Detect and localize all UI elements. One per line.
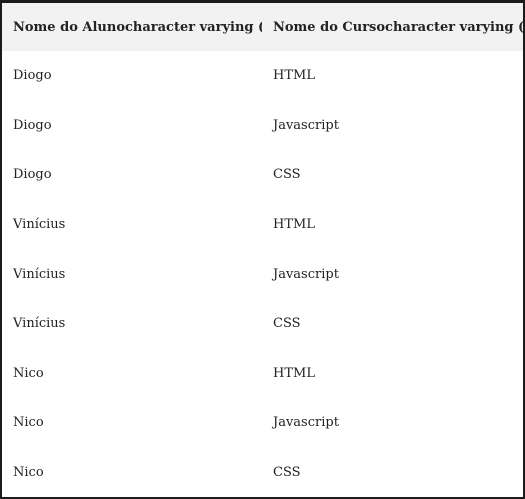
results-panel: Nome do Alunocharacter varying (255) Nom…: [2, 3, 523, 497]
table-row[interactable]: Nico HTML: [2, 349, 523, 399]
cell-aluno: Vinícius: [13, 266, 66, 282]
cell-aluno: Diogo: [13, 167, 52, 183]
table-header: Nome do Alunocharacter varying (255) Nom…: [2, 3, 523, 51]
cell-curso: HTML: [273, 365, 315, 381]
cell-aluno: Diogo: [13, 117, 52, 133]
cell-curso: Javascript: [273, 266, 339, 282]
cell-curso: Javascript: [273, 415, 339, 431]
table-row[interactable]: Nico CSS: [2, 448, 523, 497]
cell-curso: CSS: [273, 465, 301, 481]
cell-aluno: Nico: [13, 415, 44, 431]
table-row[interactable]: Diogo Javascript: [2, 101, 523, 151]
cell-aluno: Nico: [13, 465, 44, 481]
table-row[interactable]: Diogo HTML: [2, 51, 523, 101]
header-row: Nome do Alunocharacter varying (255) Nom…: [2, 3, 523, 51]
table-row[interactable]: Vinícius Javascript: [2, 249, 523, 299]
table-row[interactable]: Nico Javascript: [2, 398, 523, 448]
cell-curso: Javascript: [273, 117, 339, 133]
cell-aluno: Vinícius: [13, 316, 66, 332]
cell-curso: CSS: [273, 316, 301, 332]
table-row[interactable]: Vinícius HTML: [2, 200, 523, 250]
cell-aluno: Vinícius: [13, 217, 66, 233]
table-body: Diogo HTML Diogo Javascript Diogo CSS Vi…: [2, 51, 523, 497]
table-row[interactable]: Diogo CSS: [2, 150, 523, 200]
cell-curso: CSS: [273, 167, 301, 183]
cell-aluno: Diogo: [13, 68, 52, 84]
column-header-nome-do-aluno[interactable]: Nome do Alunocharacter varying (255): [13, 19, 262, 35]
results-table: Nome do Alunocharacter varying (255) Nom…: [2, 3, 523, 497]
cell-curso: HTML: [273, 217, 315, 233]
cell-curso: HTML: [273, 68, 315, 84]
column-header-nome-do-curso[interactable]: Nome do Cursocharacter varying (255): [273, 19, 523, 35]
table-row[interactable]: Vinícius CSS: [2, 299, 523, 349]
cell-aluno: Nico: [13, 365, 44, 381]
